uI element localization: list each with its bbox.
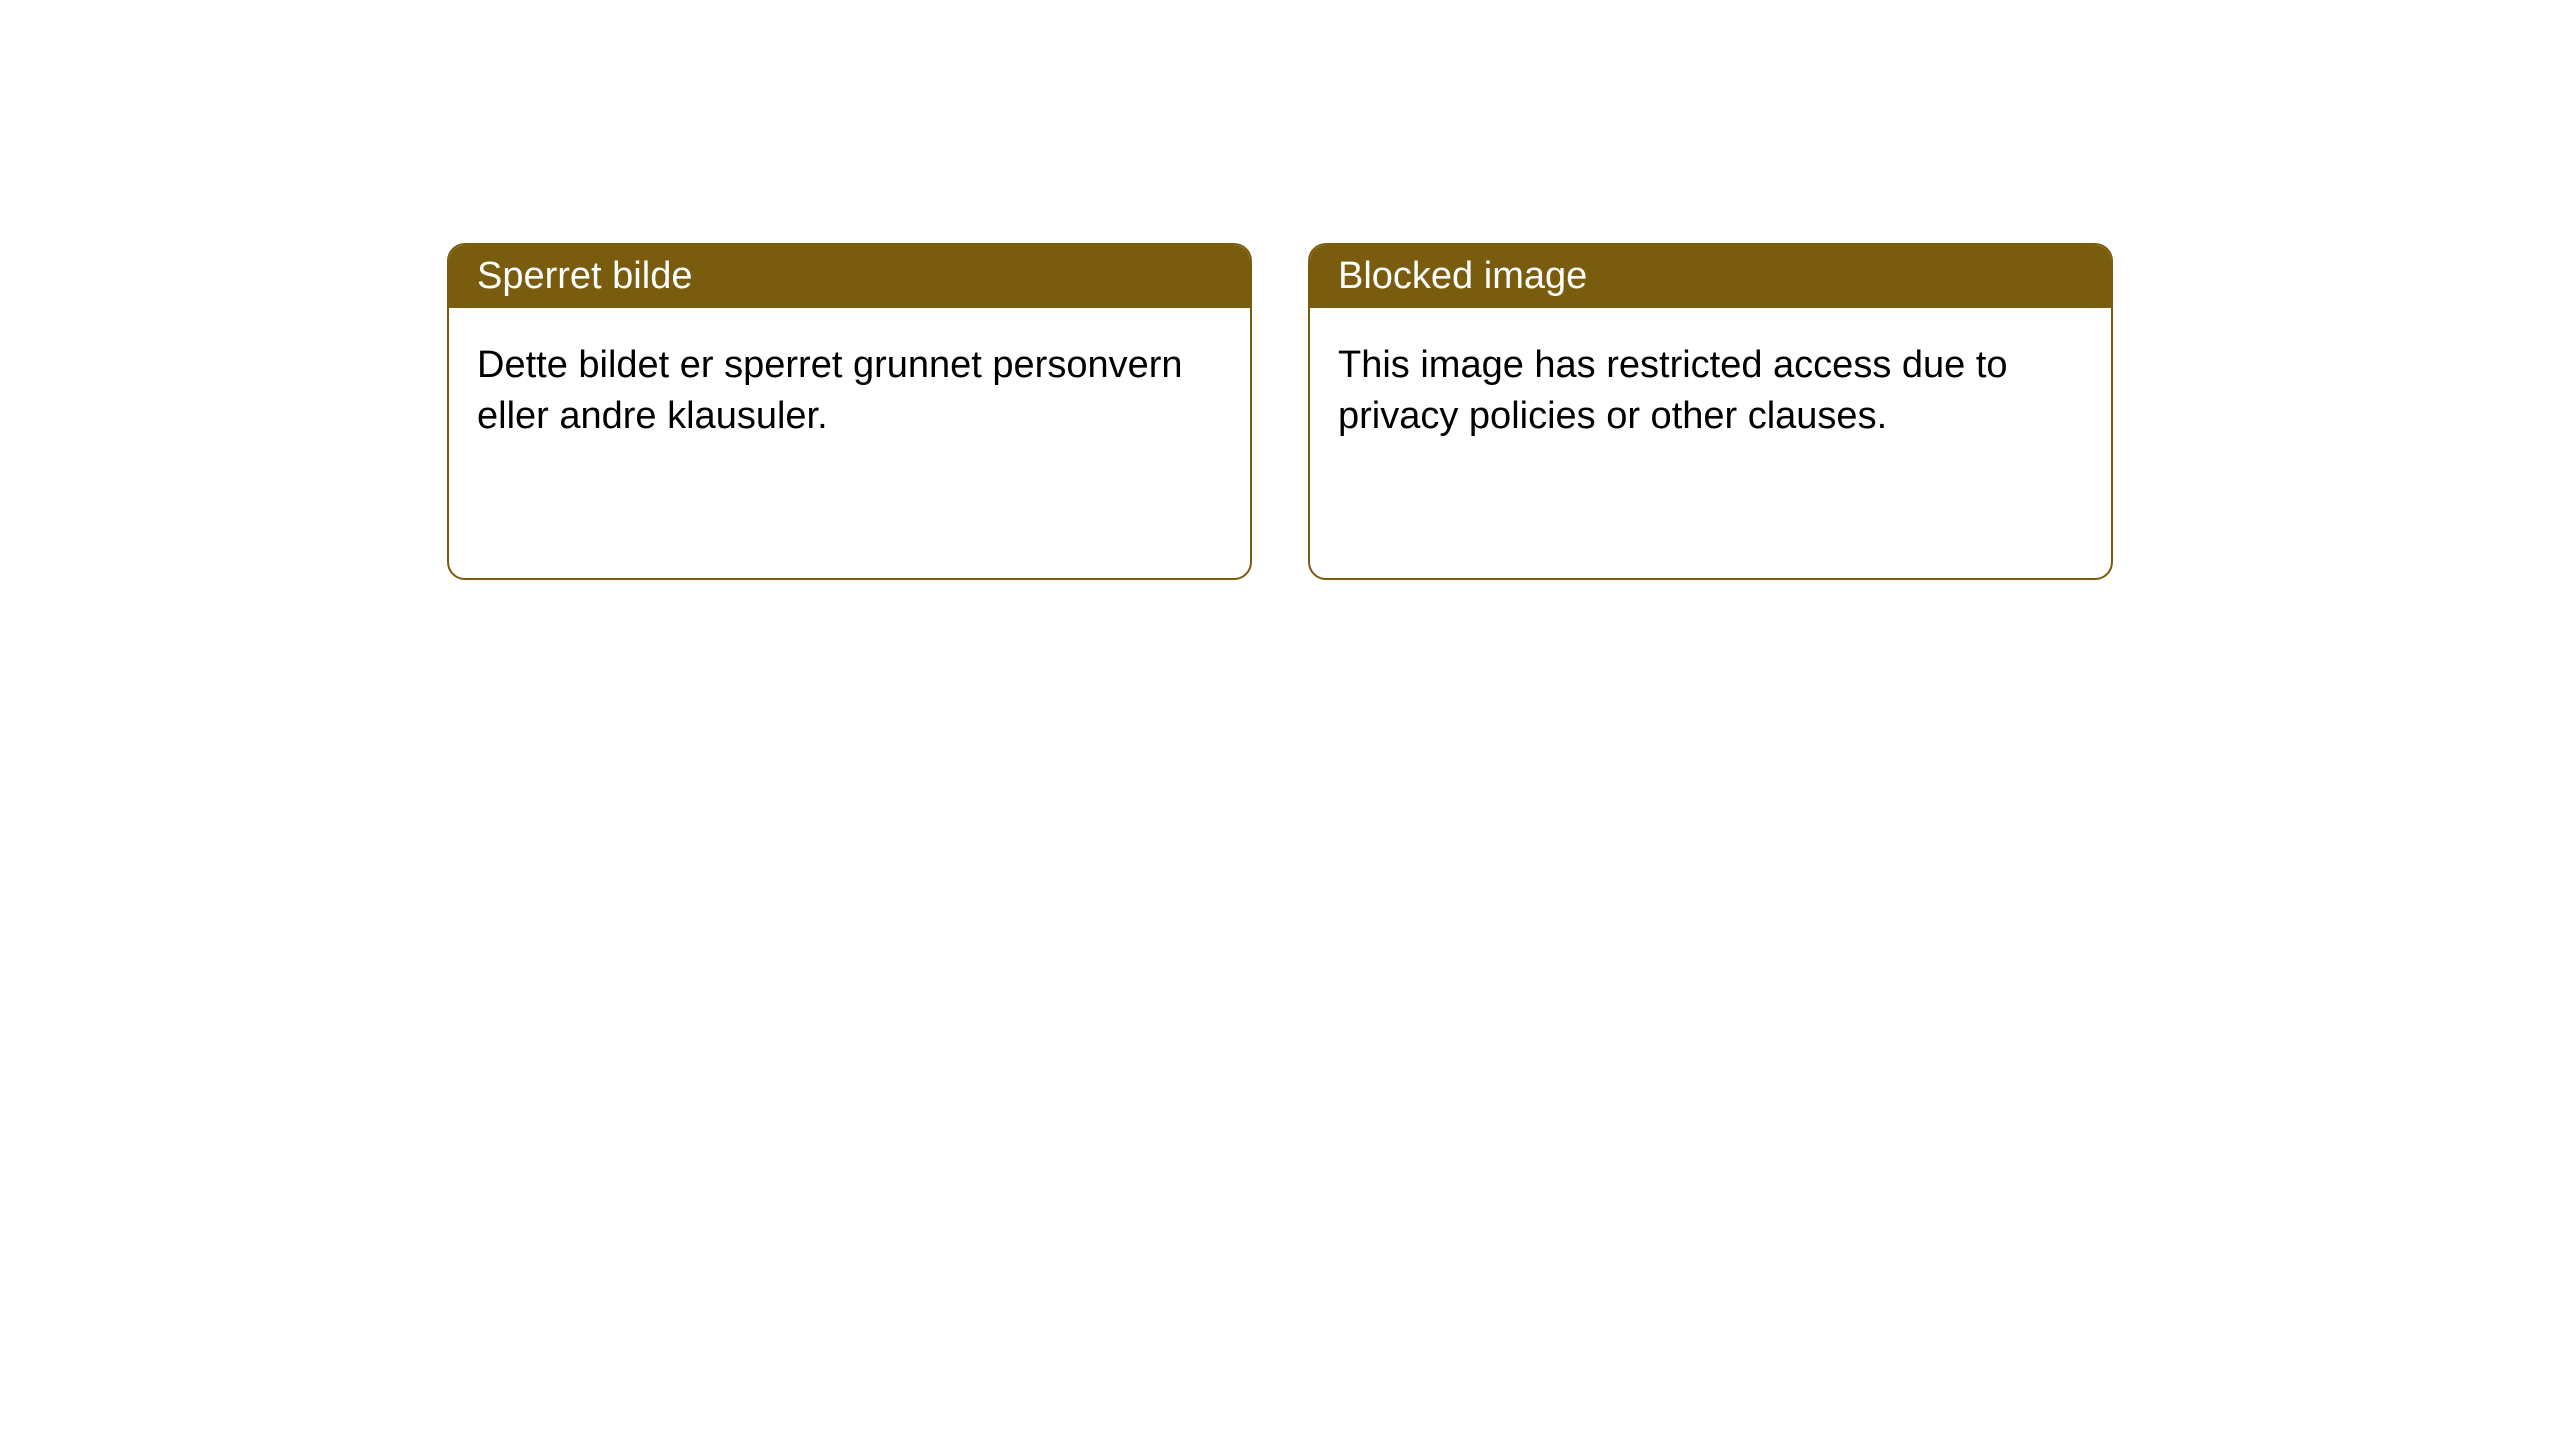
card-body: This image has restricted access due to … xyxy=(1310,308,2111,475)
card-body: Dette bildet er sperret grunnet personve… xyxy=(449,308,1250,475)
notice-card-english: Blocked image This image has restricted … xyxy=(1308,243,2113,580)
card-header: Sperret bilde xyxy=(449,245,1250,308)
card-header: Blocked image xyxy=(1310,245,2111,308)
card-body-text: Dette bildet er sperret grunnet personve… xyxy=(477,344,1183,437)
card-title: Sperret bilde xyxy=(477,255,692,297)
card-title: Blocked image xyxy=(1338,255,1587,297)
card-body-text: This image has restricted access due to … xyxy=(1338,344,2008,437)
notice-cards-container: Sperret bilde Dette bildet er sperret gr… xyxy=(0,0,2560,580)
notice-card-norwegian: Sperret bilde Dette bildet er sperret gr… xyxy=(447,243,1252,580)
